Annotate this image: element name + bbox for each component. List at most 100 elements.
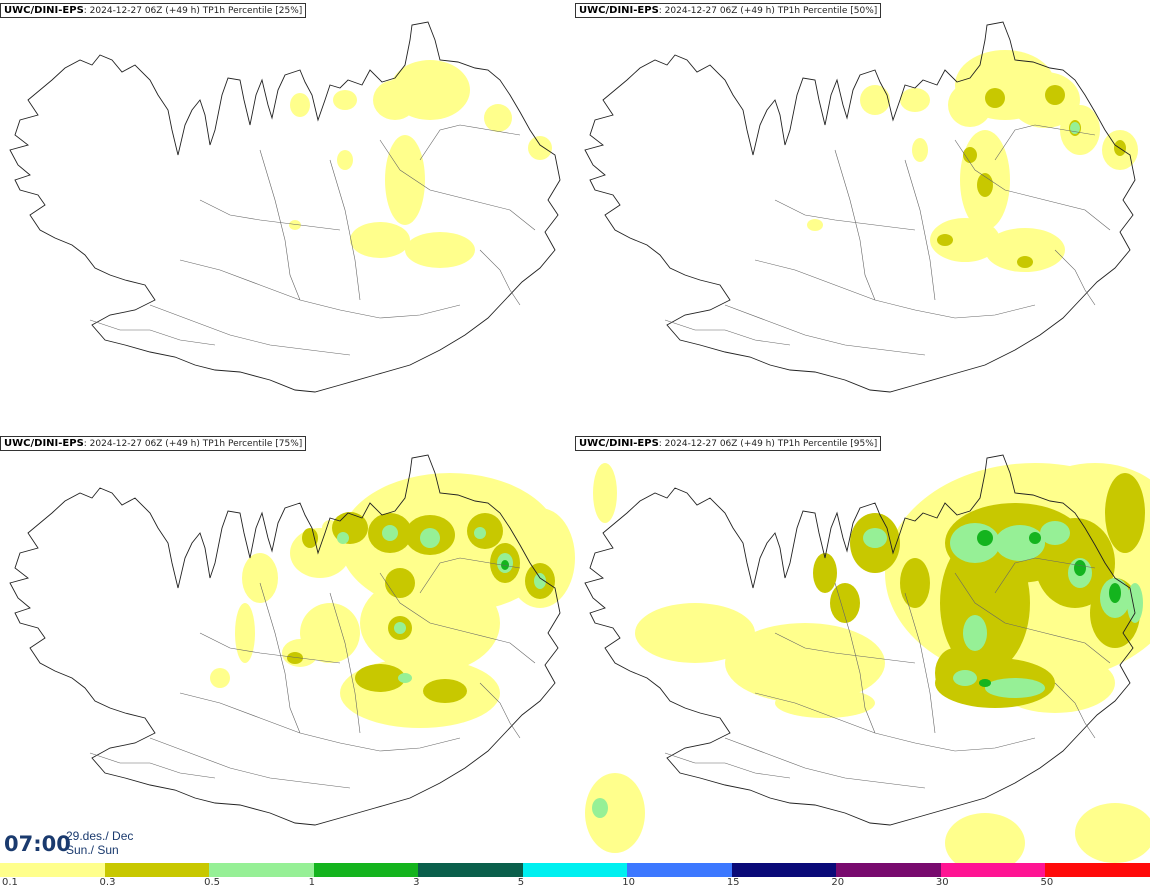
valid-time-box: 07:00 29.des./ Dec Sun./ Sun bbox=[0, 822, 160, 862]
coastline bbox=[9, 21, 561, 393]
precip-area bbox=[210, 668, 230, 688]
precip-area bbox=[985, 88, 1005, 108]
legend-swatch bbox=[104, 863, 210, 877]
panel-title-p25: UWC/DINI-EPS: 2024-12-27 06Z (+49 h) TP1… bbox=[0, 3, 307, 18]
precip-area bbox=[337, 150, 353, 170]
precip-area bbox=[382, 525, 398, 541]
precip-field bbox=[807, 50, 1138, 272]
model-name: UWC/DINI-EPS bbox=[579, 438, 659, 449]
boundary-line bbox=[479, 249, 521, 306]
precip-area bbox=[501, 560, 509, 570]
precip-area bbox=[282, 639, 318, 667]
product-name: TP1h Percentile [75%] bbox=[199, 439, 303, 449]
precip-area bbox=[900, 558, 930, 608]
precip-map-p95 bbox=[584, 454, 1150, 863]
run-info: : 2024-12-27 06Z (+49 h) bbox=[658, 6, 775, 16]
coastline bbox=[9, 454, 561, 826]
map-panel-p75: UWC/DINI-EPS: 2024-12-27 06Z (+49 h) TP1… bbox=[0, 433, 575, 863]
boundary-line bbox=[904, 592, 936, 734]
precip-area bbox=[930, 218, 1000, 262]
precip-area bbox=[302, 528, 318, 548]
legend-swatch bbox=[1045, 863, 1150, 877]
precip-field bbox=[585, 463, 1150, 863]
precip-area bbox=[635, 603, 755, 663]
legend-tick-label: 50 bbox=[1040, 877, 1054, 888]
precip-area bbox=[423, 679, 467, 703]
precip-area bbox=[592, 798, 608, 818]
panel-title-p75: UWC/DINI-EPS: 2024-12-27 06Z (+49 h) TP1… bbox=[0, 436, 307, 451]
coastline bbox=[584, 21, 1136, 393]
precip-area bbox=[948, 83, 992, 127]
product-name: TP1h Percentile [50%] bbox=[774, 6, 878, 16]
precip-map-p25 bbox=[9, 21, 561, 393]
legend-swatch bbox=[627, 863, 732, 877]
precip-area bbox=[985, 228, 1065, 272]
boundary-line bbox=[754, 259, 1036, 319]
run-info: : 2024-12-27 06Z (+49 h) bbox=[83, 6, 200, 16]
boundary-line bbox=[379, 139, 536, 231]
precip-area bbox=[807, 219, 823, 231]
legend-tick-label: 20 bbox=[831, 877, 845, 888]
precip-area bbox=[528, 136, 552, 160]
precip-area bbox=[725, 623, 885, 703]
precip-area bbox=[979, 679, 991, 687]
boundary-line bbox=[724, 304, 926, 356]
legend-ticks: 0.1 0.3 0.5 1 3 5 10 15 20 30 50 bbox=[0, 877, 1150, 891]
model-name: UWC/DINI-EPS bbox=[4, 438, 84, 449]
precip-area bbox=[977, 530, 993, 546]
boundary-line bbox=[179, 692, 461, 752]
precip-area bbox=[385, 135, 425, 225]
precip-area bbox=[420, 528, 440, 548]
legend-tick-label: 5 bbox=[517, 877, 525, 888]
precip-area bbox=[355, 664, 405, 692]
legend-swatch bbox=[313, 863, 419, 877]
boundary-line bbox=[259, 582, 301, 734]
legend-tick-label: 0.3 bbox=[99, 877, 116, 888]
legend-swatch bbox=[940, 863, 1046, 877]
precip-area bbox=[1010, 72, 1080, 128]
precip-area bbox=[474, 527, 486, 539]
precip-area bbox=[1105, 473, 1145, 553]
precip-area bbox=[912, 138, 928, 162]
precip-area bbox=[398, 673, 412, 683]
boundary-line bbox=[774, 199, 916, 231]
precip-area bbox=[350, 222, 410, 258]
precip-area bbox=[289, 220, 301, 230]
precip-area bbox=[813, 553, 837, 593]
valid-time: 07:00 bbox=[4, 832, 71, 856]
precip-area bbox=[593, 463, 617, 523]
precip-area bbox=[963, 615, 987, 651]
boundary-line bbox=[379, 572, 536, 664]
precip-area bbox=[775, 688, 875, 718]
legend-colorbar bbox=[0, 863, 1150, 877]
boundary-line bbox=[149, 737, 351, 789]
legend-tick-label: 10 bbox=[622, 877, 635, 888]
legend-tick-label: 0.1 bbox=[2, 877, 18, 888]
precip-area bbox=[373, 80, 417, 120]
precip-area bbox=[242, 553, 278, 603]
legend-tick-label: 3 bbox=[413, 877, 420, 888]
legend-swatch bbox=[418, 863, 523, 877]
legend-tick-label: 0.5 bbox=[204, 877, 220, 888]
boundary-line bbox=[774, 632, 916, 664]
boundary-line bbox=[199, 632, 341, 664]
precip-area bbox=[394, 622, 406, 634]
legend-tick-label: 15 bbox=[726, 877, 740, 888]
precip-map-p50 bbox=[584, 21, 1138, 393]
boundary-line bbox=[754, 692, 1036, 752]
precip-area bbox=[1074, 560, 1086, 576]
precip-area bbox=[484, 104, 512, 132]
precip-area bbox=[1040, 521, 1070, 545]
run-info: : 2024-12-27 06Z (+49 h) bbox=[658, 439, 775, 449]
boundary-line bbox=[89, 752, 216, 779]
precip-area bbox=[1109, 583, 1121, 603]
boundary-line bbox=[724, 737, 926, 789]
legend-swatch bbox=[836, 863, 941, 877]
precip-area bbox=[900, 88, 930, 112]
precip-area bbox=[235, 603, 255, 663]
legend-swatch bbox=[522, 863, 628, 877]
map-panel-p95: UWC/DINI-EPS: 2024-12-27 06Z (+49 h) TP1… bbox=[575, 433, 1150, 863]
precip-area bbox=[534, 573, 546, 589]
product-name: TP1h Percentile [25%] bbox=[199, 6, 303, 16]
precip-area bbox=[287, 652, 303, 664]
